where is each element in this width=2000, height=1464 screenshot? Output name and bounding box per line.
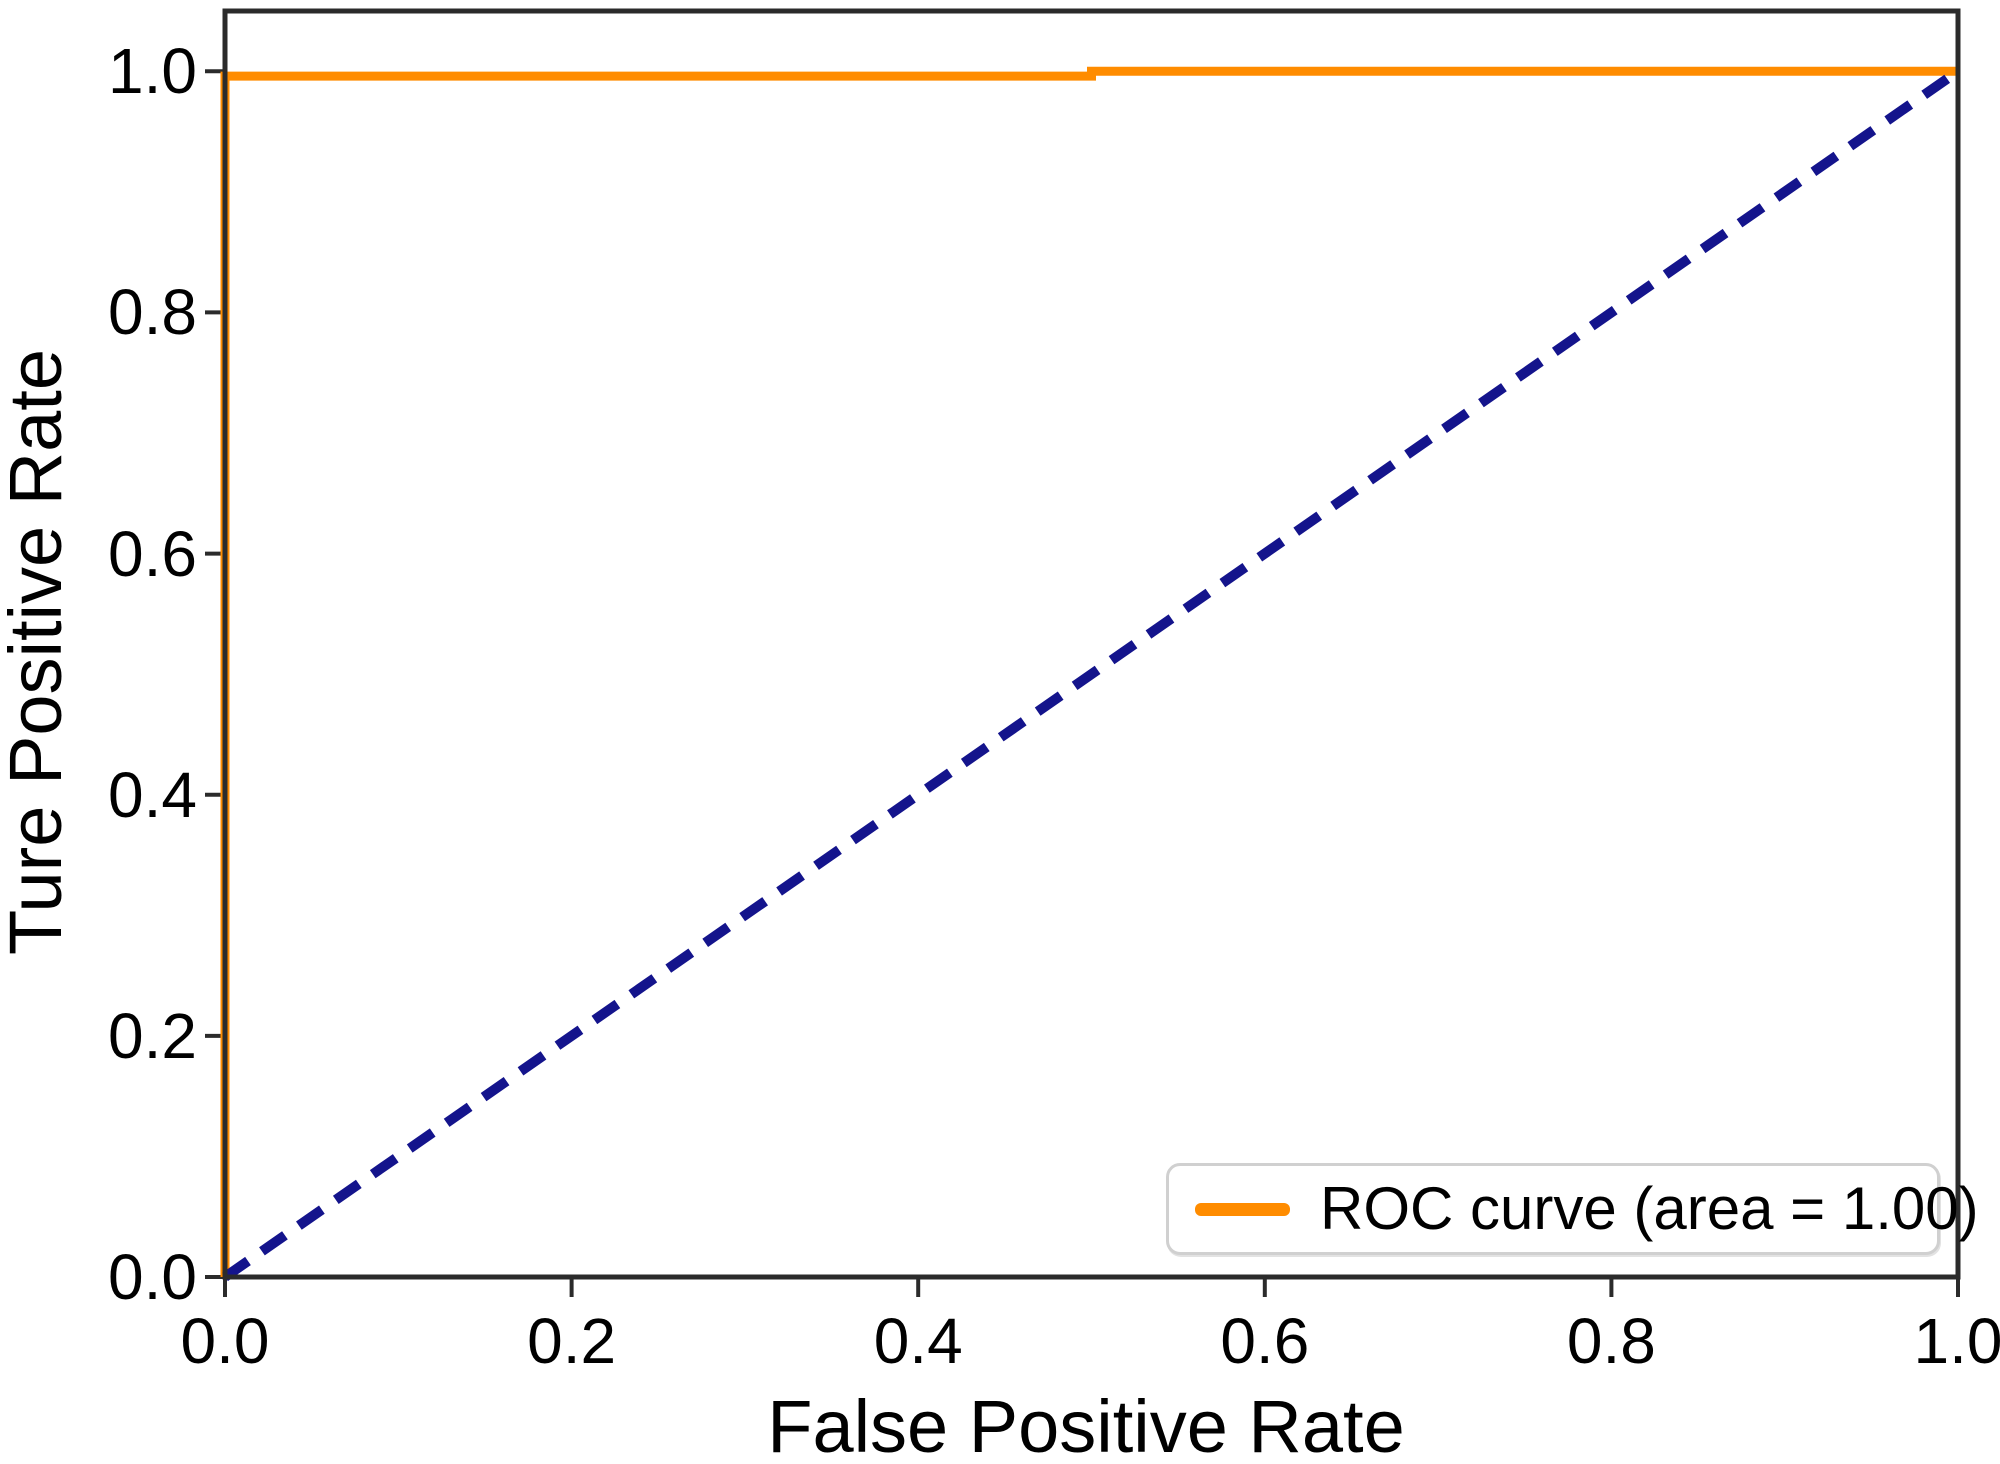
x-tick-label: 0.2	[527, 1305, 617, 1377]
legend-box: ROC curve (area = 1.00)	[1166, 1163, 1979, 1255]
y-tick-label: 0.0	[108, 1241, 197, 1313]
y-tick-label: 0.4	[108, 758, 197, 831]
y-tick-label: 0.6	[108, 517, 197, 590]
roc-curve-legend-swatch	[1195, 1202, 1290, 1216]
y-tick-label: 1.0	[108, 35, 197, 108]
legend-label: ROC curve (area = 1.00)	[1320, 1175, 1979, 1242]
x-tick-label: 0.6	[1220, 1305, 1310, 1377]
chance-diagonal-line	[222, 67, 1961, 1282]
x-tick-label: 1.0	[1913, 1305, 2000, 1377]
y-tick-label: 0.2	[108, 999, 197, 1072]
y-tick-label: 0.8	[108, 276, 197, 349]
x-axis-label: False Positive Rate	[767, 1385, 1405, 1464]
x-tick-label: 0.0	[180, 1305, 270, 1377]
x-tick-label: 0.8	[1566, 1305, 1656, 1377]
y-axis-label: Ture Positive Rate	[0, 349, 77, 955]
x-tick-label: 0.4	[873, 1305, 963, 1377]
plot-border	[222, 8, 1961, 1280]
